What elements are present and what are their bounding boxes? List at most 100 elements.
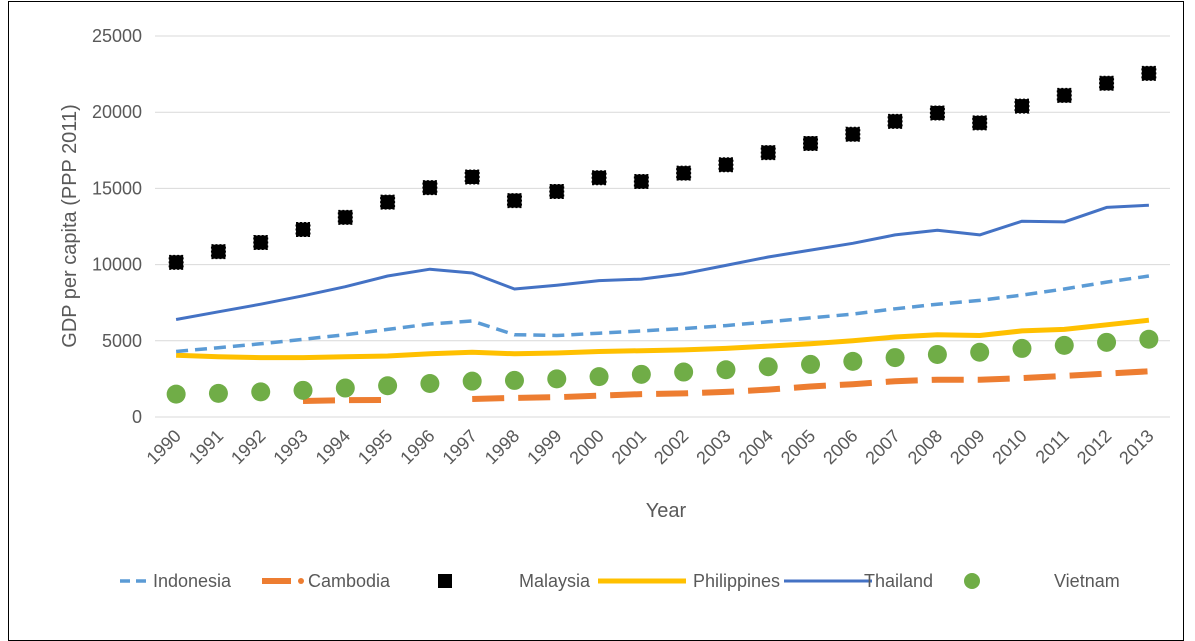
marker-malaysia [380,194,396,210]
marker-malaysia [760,145,776,161]
series-vietnam [166,329,1159,404]
chart-frame [8,1,1184,641]
marker-vietnam [166,384,186,404]
x-tick-label: 2000 [565,426,607,468]
marker-vietnam [843,351,863,371]
y-tick-label: 15000 [92,178,142,198]
legend-swatch [964,573,980,589]
x-tick-label: 2009 [946,426,988,468]
marker-malaysia [718,157,734,173]
legend-label: Cambodia [308,571,391,591]
x-tick-label: 2012 [1073,426,1115,468]
series-layer [166,65,1159,404]
marker-vietnam [335,378,355,398]
marker-malaysia [1141,65,1157,81]
legend-item-vietnam: Vietnam [964,571,1120,591]
legend-swatch-dot [298,578,304,584]
marker-malaysia [506,193,522,209]
marker-malaysia [295,222,311,238]
marker-vietnam [1054,335,1074,355]
x-tick-label: 2013 [1115,426,1157,468]
line-indonesia [175,274,1150,354]
marker-malaysia [422,180,438,196]
marker-vietnam [589,367,609,387]
line-cambodia [302,396,388,404]
x-tick-label: 2004 [735,426,777,468]
x-tick-label: 1991 [185,426,227,468]
legend-item-indonesia: Indonesia [120,571,232,591]
line-philippines [176,317,1150,361]
legend-label: Indonesia [153,571,232,591]
marker-vietnam [631,364,651,384]
legend: Indonesia Cambodia Malaysia Philippines Thai… [120,571,1120,591]
marker-vietnam [208,383,228,403]
x-tick-label: 2003 [692,426,734,468]
marker-vietnam [1012,338,1032,358]
x-tick-label: 2002 [650,426,692,468]
marker-malaysia [929,105,945,121]
marker-malaysia [803,135,819,151]
x-tick-label: 2007 [861,426,903,468]
marker-vietnam [1097,332,1117,352]
legend-label: Vietnam [1054,571,1120,591]
marker-malaysia [591,170,607,186]
x-tick-label: 1993 [269,426,311,468]
series-indonesia [175,274,1150,354]
x-tick-label: 1996 [396,426,438,468]
marker-malaysia [1056,87,1072,103]
marker-vietnam [970,342,990,362]
y-axis-title: GDP per capita (PPP 2011) [59,104,81,347]
x-tick-label: 1999 [523,426,565,468]
legend-label: Thailand [864,571,933,591]
x-tick-label: 2011 [1032,426,1074,468]
gridlines [155,35,1170,418]
x-tick-label: 2008 [904,426,946,468]
x-tick-label: 1995 [354,426,396,468]
marker-vietnam [547,369,567,389]
legend-label: Malaysia [519,571,591,591]
series-malaysia [168,65,1157,270]
marker-vietnam [293,380,313,400]
marker-vietnam [801,354,821,374]
y-tick-labels: 0 5000 10000 15000 20000 25000 [92,26,142,427]
x-tick-label: 2006 [819,426,861,468]
marker-vietnam [885,348,905,368]
marker-vietnam [758,357,778,377]
marker-vietnam [674,362,694,382]
series-thailand [175,203,1149,321]
legend-item-philippines: Philippines [598,571,780,591]
legend-item-cambodia: Cambodia [262,571,391,591]
marker-malaysia [845,126,861,142]
marker-malaysia [210,244,226,260]
x-axis-title: Year [646,500,687,522]
x-tick-label: 1994 [312,426,354,468]
marker-vietnam [927,345,947,365]
legend-label: Philippines [693,571,780,591]
marker-malaysia [337,209,353,225]
marker-malaysia [464,169,480,185]
y-tick-label: 20000 [92,102,142,122]
y-tick-label: 5000 [102,331,142,351]
marker-malaysia [887,113,903,129]
y-tick-label: 0 [132,407,142,427]
legend-item-malaysia: Malaysia [438,571,591,591]
x-tick-label: 1992 [227,426,269,468]
x-tick-label: 1997 [439,426,481,468]
x-tick-label: 2010 [988,426,1030,468]
marker-vietnam [716,360,736,380]
series-philippines [176,317,1150,361]
marker-vietnam [1139,329,1159,349]
marker-malaysia [168,254,184,270]
marker-malaysia [1099,75,1115,91]
legend-swatch [438,574,452,588]
marker-malaysia [972,115,988,131]
marker-malaysia [676,165,692,181]
marker-malaysia [633,174,649,190]
y-tick-label: 10000 [92,255,142,275]
marker-malaysia [1014,98,1030,114]
x-tick-label: 2005 [777,426,819,468]
marker-malaysia [549,183,565,199]
y-tick-label: 25000 [92,26,142,46]
series-cambodia [302,368,1150,404]
